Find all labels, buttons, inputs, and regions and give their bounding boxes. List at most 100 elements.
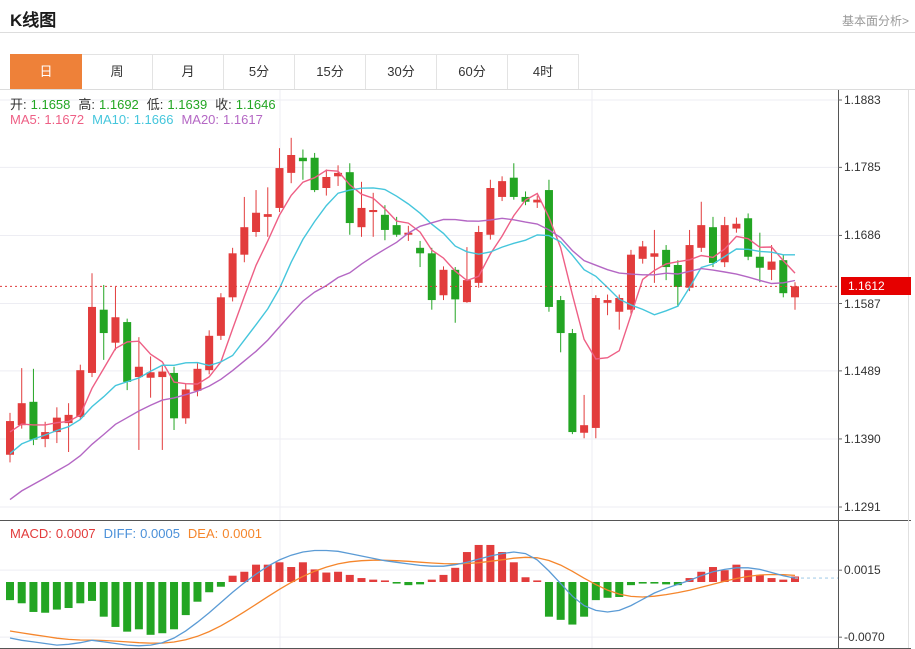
candle-body <box>416 247 425 254</box>
candle-body <box>216 297 225 336</box>
low-value: 1.1639 <box>167 97 208 112</box>
candle-body <box>263 214 272 217</box>
macd-hist-bar <box>544 582 553 617</box>
candle-body <box>158 371 167 378</box>
macd-hist-bar <box>181 582 190 616</box>
candle-body <box>146 372 155 378</box>
candle-body <box>638 246 647 259</box>
macd-hist-bar <box>673 582 682 586</box>
macd-hist-bar <box>755 574 764 582</box>
macd-hist-bar <box>205 582 214 593</box>
macd-hist-bar <box>6 582 14 601</box>
ohlc-legend-open: 开: 1.1658 <box>10 97 74 112</box>
macd-hist-bar <box>216 582 225 587</box>
candle-body <box>228 253 237 298</box>
macd-hist-bar <box>357 578 366 582</box>
diff-value: 0.0005 <box>140 526 180 541</box>
ma-legend-ma10: MA10: 1.1666 <box>92 112 177 127</box>
ohlc-legend-close: 收: 1.1646 <box>215 97 279 112</box>
candle-body <box>732 223 741 229</box>
macd-hist-bar <box>439 574 448 582</box>
candle-body <box>287 155 296 173</box>
macd-hist-bar <box>322 572 331 582</box>
macd-hist-bar <box>146 582 155 635</box>
ma20-line <box>9 217 796 501</box>
macd-legend-diff: DIFF: 0.0005 <box>104 526 184 541</box>
candle-body <box>697 225 706 248</box>
candle-body <box>345 172 354 224</box>
macd-legend-dea: DEA: 0.0001 <box>188 526 266 541</box>
candle-body <box>380 214 389 230</box>
macd-hist-bar <box>486 544 495 582</box>
macd-hist-bar <box>580 582 589 617</box>
fundamental-analysis-link[interactable]: 基本面分析> <box>841 14 909 28</box>
macd-hist-bar <box>498 552 507 582</box>
macd-hist-bar <box>791 576 799 582</box>
macd-hist-bar <box>533 580 542 582</box>
candle-body <box>708 227 717 263</box>
dea-label: DEA: <box>187 526 219 541</box>
tab-5分[interactable]: 5分 <box>224 54 295 90</box>
candle-body <box>615 298 624 312</box>
macd-value: 0.0007 <box>55 526 96 541</box>
candle-body <box>673 265 682 287</box>
candle-body <box>767 261 776 270</box>
tab-月[interactable]: 月 <box>153 54 224 90</box>
ohlc-legend: 开: 1.1658 高: 1.1692 低: 1.1639 收: 1.1646 <box>10 94 284 113</box>
macd-hist-bar <box>287 567 296 582</box>
candle-body <box>52 417 61 433</box>
y-axis-label-main: 1.1291 <box>844 500 881 514</box>
macd-hist-bar <box>697 571 706 582</box>
candle-body <box>76 370 85 417</box>
y-axis-label-main: 1.1587 <box>844 296 881 311</box>
candle-body <box>744 218 753 257</box>
tab-30分[interactable]: 30分 <box>366 54 437 90</box>
candle-body <box>170 372 179 419</box>
ma10-value: 1.1666 <box>133 112 174 127</box>
macd-hist-bar <box>64 582 73 609</box>
candle-body <box>205 335 214 371</box>
macd-hist-bar <box>404 582 413 586</box>
y-axis-label-main: 1.1390 <box>844 431 881 446</box>
high-value: 1.1692 <box>99 97 139 112</box>
macd-hist-bar <box>76 582 85 604</box>
open-value: 1.1658 <box>30 97 71 112</box>
candle-body <box>275 168 284 208</box>
candle-body <box>439 269 448 296</box>
ma10-label: MA10: <box>92 112 130 127</box>
tabbar-baseline <box>0 89 915 90</box>
candle-body <box>791 286 799 298</box>
ma5-value: 1.1672 <box>44 112 85 127</box>
header-divider <box>0 32 915 33</box>
diff-line <box>9 549 796 647</box>
interval-tabbar: 日周月 5分 15分 30分 60分 4时 <box>10 54 579 90</box>
candle-body <box>310 157 319 191</box>
macd-hist-bar <box>88 582 97 601</box>
macd-hist-bar <box>626 582 635 586</box>
macd-hist-bar <box>99 582 108 617</box>
ma-legend-ma20: MA20: 1.1617 <box>181 112 266 127</box>
macd-hist-bar <box>263 564 272 582</box>
candle-body <box>17 403 26 426</box>
macd-hist-bar <box>568 582 577 625</box>
macd-hist-bar <box>451 567 460 582</box>
macd-hist-bar <box>779 579 788 582</box>
ma5-line <box>9 169 796 433</box>
candle-body <box>134 366 143 378</box>
macd-legend-macd: MACD: 0.0007 <box>10 526 100 541</box>
tab-60分[interactable]: 60分 <box>437 54 508 90</box>
page-title: K线图 <box>10 11 57 30</box>
macd-hist-bar <box>521 577 530 582</box>
candle-body <box>123 322 132 382</box>
macd-hist-bar <box>767 578 776 582</box>
tab-日[interactable]: 日 <box>10 54 82 90</box>
y-axis-label-main: 1.1686 <box>844 228 881 243</box>
candle-body <box>193 368 202 391</box>
macd-hist-bar <box>111 582 120 627</box>
macd-hist-bar <box>662 582 671 585</box>
candle-body <box>544 190 553 307</box>
candle-body <box>427 253 436 301</box>
macd-hist-bar <box>380 580 389 582</box>
macd-label: MACD: <box>10 526 52 541</box>
